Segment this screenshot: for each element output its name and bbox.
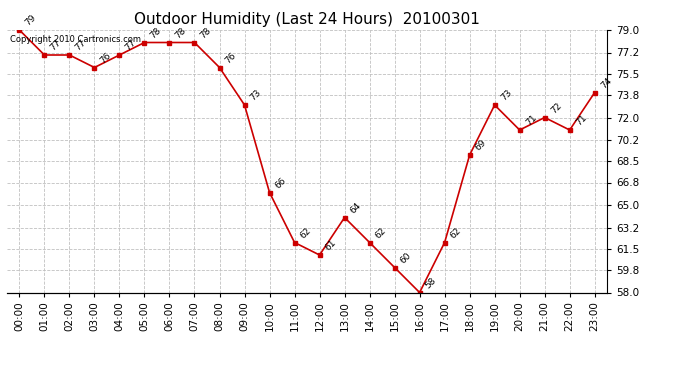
Text: 76: 76 [224, 51, 238, 65]
Text: 71: 71 [574, 113, 589, 128]
Text: 62: 62 [299, 226, 313, 240]
Text: 60: 60 [399, 251, 413, 266]
Text: 66: 66 [274, 176, 288, 190]
Text: 62: 62 [374, 226, 388, 240]
Title: Outdoor Humidity (Last 24 Hours)  20100301: Outdoor Humidity (Last 24 Hours) 2010030… [134, 12, 480, 27]
Text: Copyright 2010 Cartronics.com: Copyright 2010 Cartronics.com [10, 35, 141, 44]
Text: 62: 62 [448, 226, 463, 240]
Text: 71: 71 [524, 113, 538, 128]
Text: 73: 73 [248, 88, 263, 103]
Text: 73: 73 [499, 88, 513, 103]
Text: 74: 74 [599, 76, 613, 90]
Text: 78: 78 [199, 26, 213, 40]
Text: 61: 61 [324, 238, 338, 253]
Text: 79: 79 [23, 13, 38, 28]
Text: 78: 78 [174, 26, 188, 40]
Text: 72: 72 [549, 101, 563, 116]
Text: 69: 69 [474, 138, 489, 153]
Text: 78: 78 [148, 26, 163, 40]
Text: 64: 64 [348, 201, 363, 215]
Text: 76: 76 [99, 51, 113, 65]
Text: 77: 77 [74, 38, 88, 53]
Text: 58: 58 [424, 276, 438, 290]
Text: 77: 77 [124, 38, 138, 53]
Text: 77: 77 [48, 38, 63, 53]
